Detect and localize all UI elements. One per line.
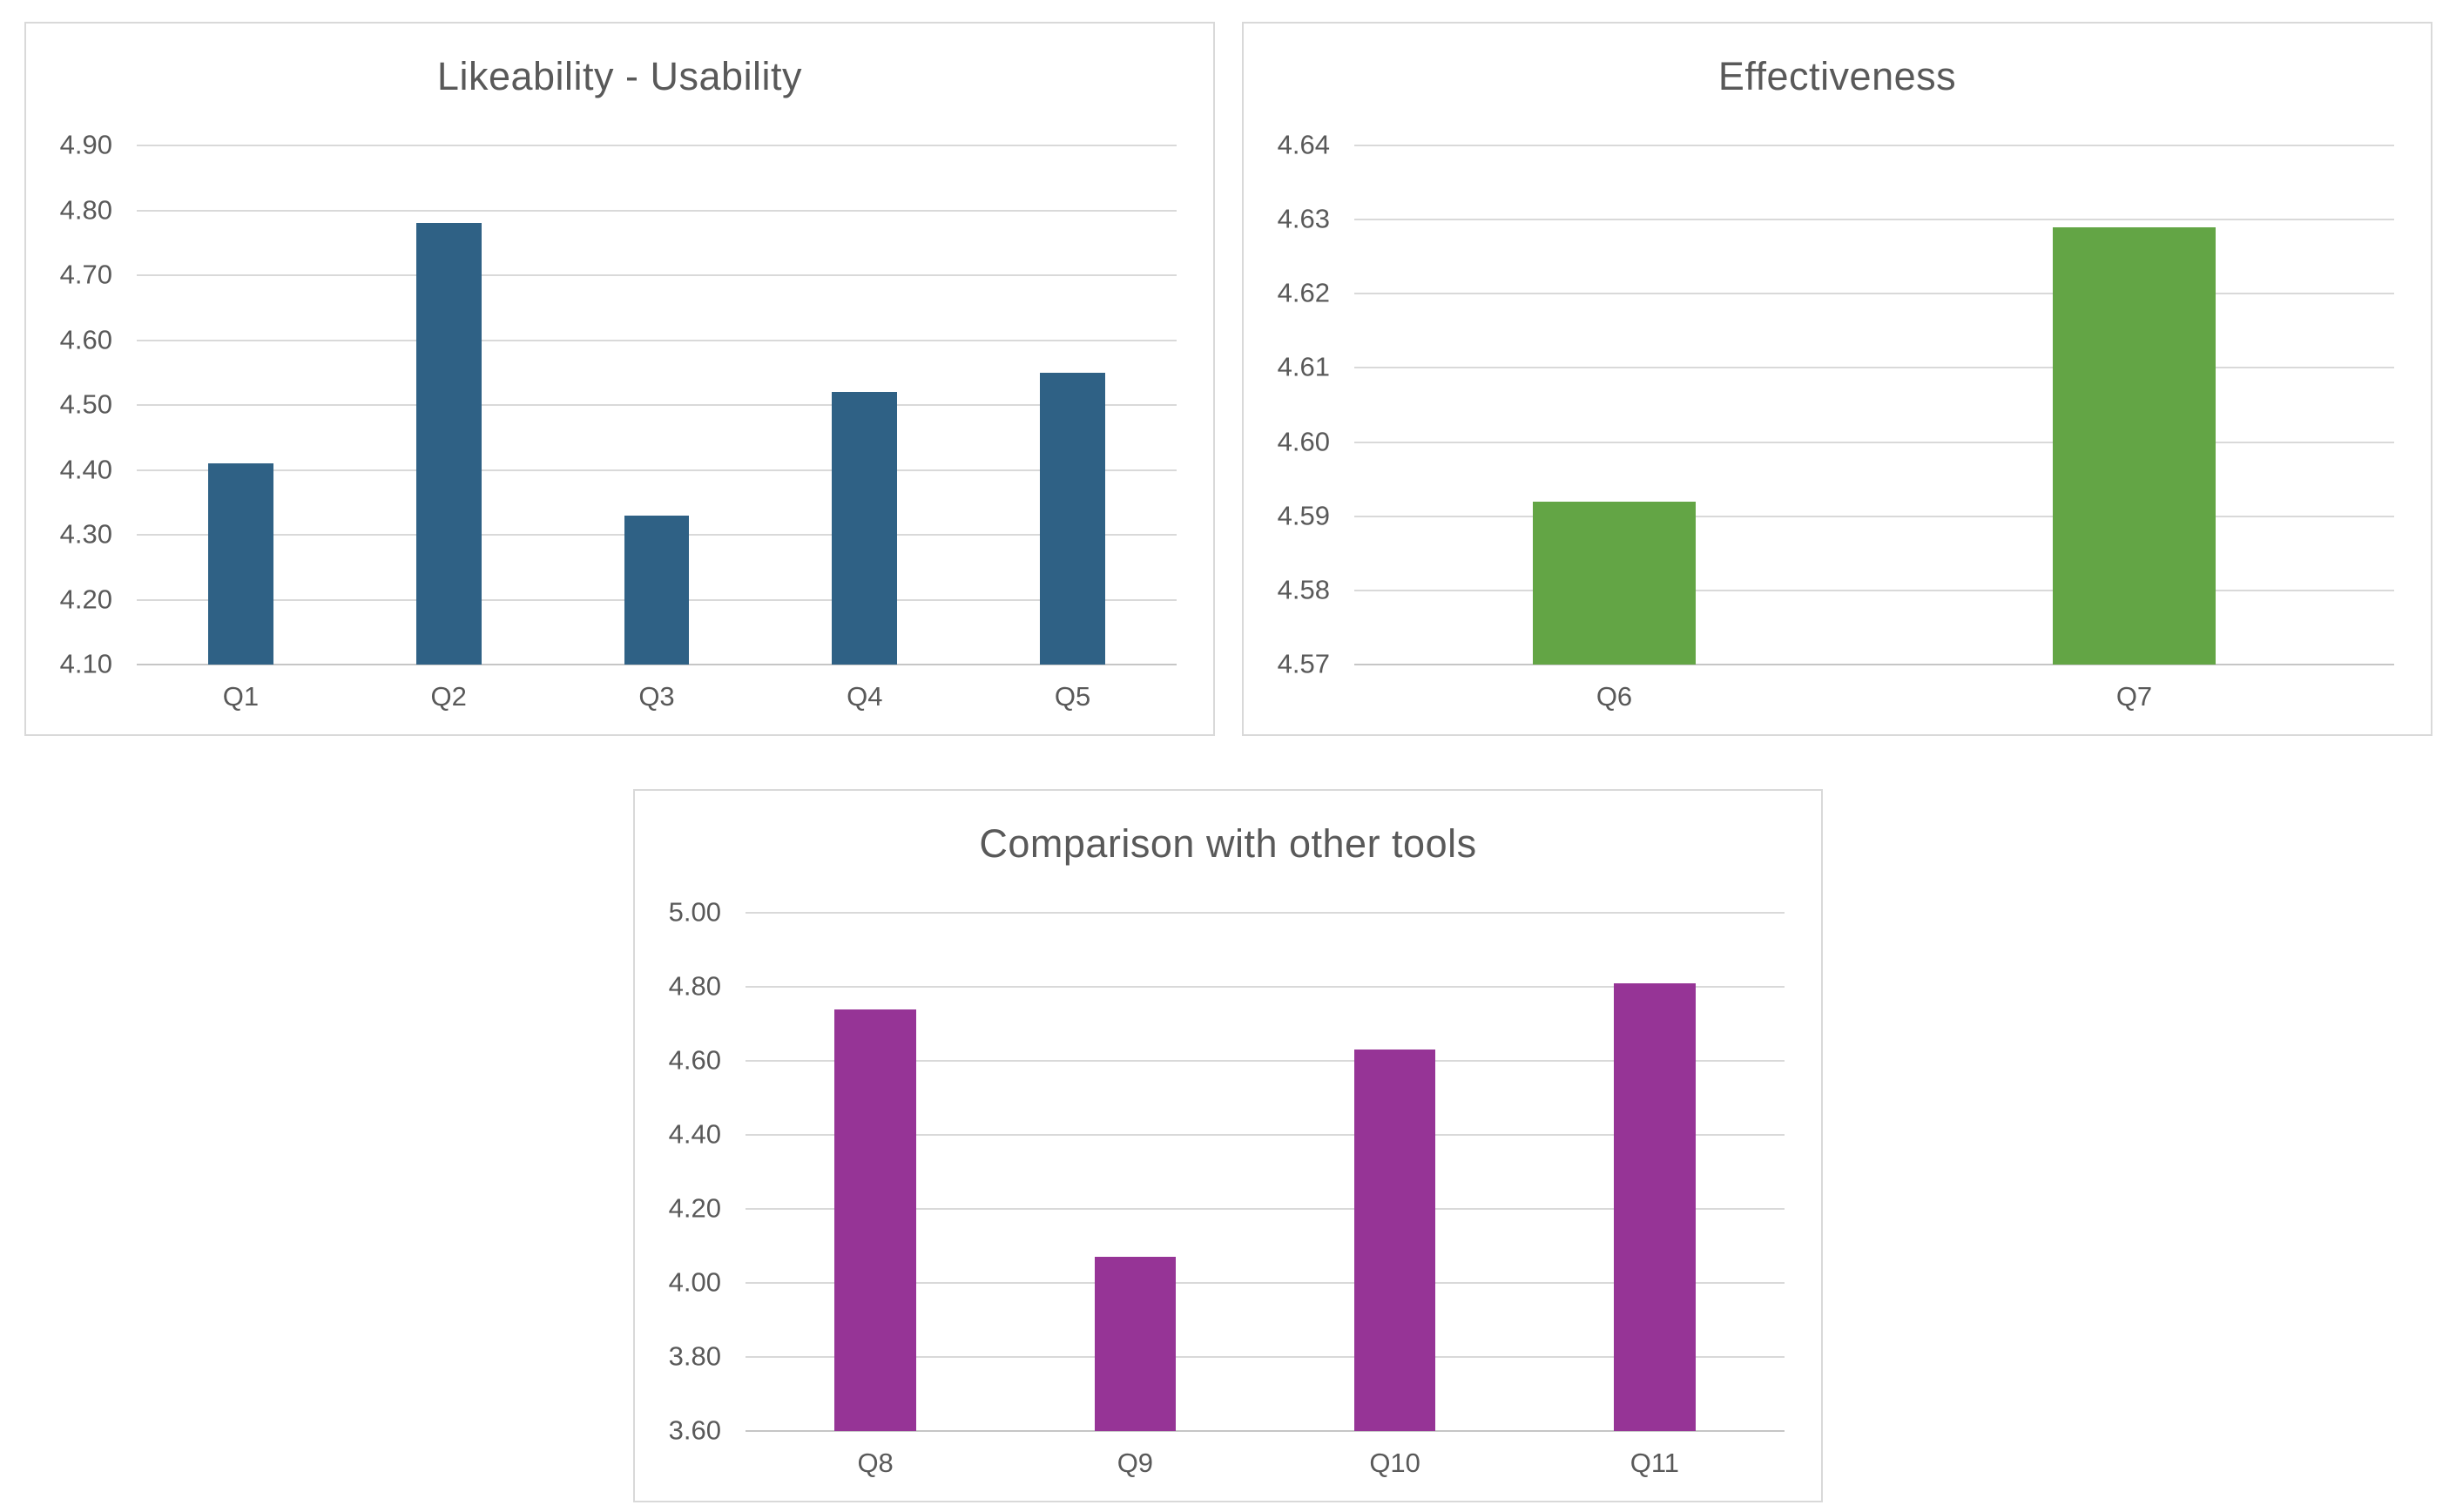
plot-area: 5.00 4.80 4.60 4.40 4.20 4.00 3.80 3.60	[669, 896, 1785, 1445]
chart-title: Comparison with other tools	[979, 821, 1477, 866]
gridline	[137, 145, 1177, 146]
gridline	[746, 1059, 1785, 1062]
y-tick-label: 4.64	[1277, 129, 1330, 160]
gridline	[1354, 145, 2394, 146]
x-category-label: Q1	[222, 681, 260, 712]
bar-q7	[2053, 226, 2216, 665]
plot-area: 4.64 4.63 4.62 4.61 4.60 4.59 4.58 4.57	[1278, 129, 2394, 678]
gridline	[137, 664, 1177, 665]
y-tick-label: 4.59	[1277, 499, 1330, 530]
gridline	[746, 1208, 1785, 1210]
gridline	[1354, 367, 2394, 369]
gridline	[746, 1355, 1785, 1358]
gridline	[137, 404, 1177, 406]
y-tick-label: 4.60	[668, 1044, 721, 1076]
y-tick-label: 4.20	[59, 583, 112, 614]
y-tick-label: 4.80	[59, 193, 112, 225]
y-tick-label: 4.20	[668, 1192, 721, 1224]
gridline	[746, 986, 1785, 988]
x-category-label: Q6	[1596, 681, 1633, 712]
y-tick-label: 4.30	[59, 518, 112, 550]
gridline	[746, 1133, 1785, 1136]
gridline	[1354, 441, 2394, 443]
gridline	[1354, 293, 2394, 295]
x-category-label: Q10	[1369, 1448, 1420, 1478]
chart-panel-comparison-with-other-tools: Comparison with other tools 5.00 4.80 4.60…	[633, 789, 1823, 1502]
y-tick-label: 4.90	[59, 129, 112, 160]
y-tick-label: 4.58	[1277, 574, 1330, 605]
gridline	[1354, 219, 2394, 221]
chart-panel-effectiveness: Effectiveness 4.64 4.63 4.62 4.61 4.60 4.59 4.…	[1242, 22, 2432, 736]
x-category-label: Q8	[857, 1448, 894, 1478]
chart-panel-likeability-usability: Likeability - Usability 4.90 4.80 4.70 4.60…	[24, 22, 1215, 736]
y-tick-label: 4.40	[668, 1118, 721, 1150]
y-tick-label: 4.40	[59, 453, 112, 484]
bar-q5	[1040, 372, 1105, 665]
gridline	[137, 209, 1177, 212]
y-tick-label: 4.60	[1277, 425, 1330, 456]
y-tick-label: 4.10	[59, 648, 112, 679]
x-category-label: Q11	[1629, 1448, 1680, 1478]
gridline	[746, 1282, 1785, 1284]
bar-q2	[415, 223, 482, 665]
x-category-label: Q7	[2115, 681, 2153, 712]
x-axis-labels: Q6 Q7	[1354, 678, 2394, 715]
y-tick-label: 3.60	[668, 1414, 721, 1446]
y-tick-label: 4.63	[1277, 203, 1330, 234]
gridline	[137, 469, 1177, 471]
bar-q10	[1353, 1050, 1436, 1431]
x-axis-labels: Q8 Q9 Q10 Q11	[746, 1445, 1785, 1482]
x-category-label: Q5	[1054, 681, 1091, 712]
gridline	[137, 339, 1177, 341]
y-tick-label: 4.57	[1277, 648, 1330, 679]
y-tick-label: 4.80	[668, 970, 721, 1002]
gridline	[746, 912, 1785, 914]
x-category-label: Q3	[638, 681, 675, 712]
bar-q11	[1614, 982, 1696, 1431]
bar-q8	[834, 1009, 916, 1431]
x-category-label: Q9	[1117, 1448, 1154, 1478]
bar-q9	[1094, 1257, 1177, 1431]
bar-q3	[624, 515, 690, 665]
x-category-label: Q4	[847, 681, 883, 712]
y-tick-label: 5.00	[668, 896, 721, 928]
x-category-label: Q2	[430, 681, 467, 712]
gridline	[1354, 589, 2394, 591]
x-axis-labels: Q1 Q2 Q3 Q4 Q5	[137, 678, 1177, 715]
chart-title: Effectiveness	[1717, 54, 1957, 98]
y-tick-label: 4.60	[59, 323, 112, 354]
bar-q1	[208, 463, 273, 665]
bar-q4	[832, 392, 898, 665]
bar-q6	[1533, 501, 1696, 665]
y-tick-label: 4.62	[1277, 277, 1330, 308]
y-tick-label: 4.00	[668, 1266, 721, 1298]
y-tick-label: 4.70	[59, 259, 112, 290]
gridline	[746, 1430, 1785, 1432]
gridline	[1354, 664, 2394, 665]
gridline	[1354, 515, 2394, 517]
y-tick-label: 4.50	[59, 388, 112, 420]
gridline	[137, 274, 1177, 276]
chart-title: Likeability - Usability	[436, 54, 803, 98]
plot-area: 4.90 4.80 4.70 4.60 4.50 4.40 4.30 4.20 4.10	[60, 129, 1177, 678]
y-tick-label: 3.80	[668, 1340, 721, 1372]
y-tick-label: 4.61	[1277, 351, 1330, 382]
